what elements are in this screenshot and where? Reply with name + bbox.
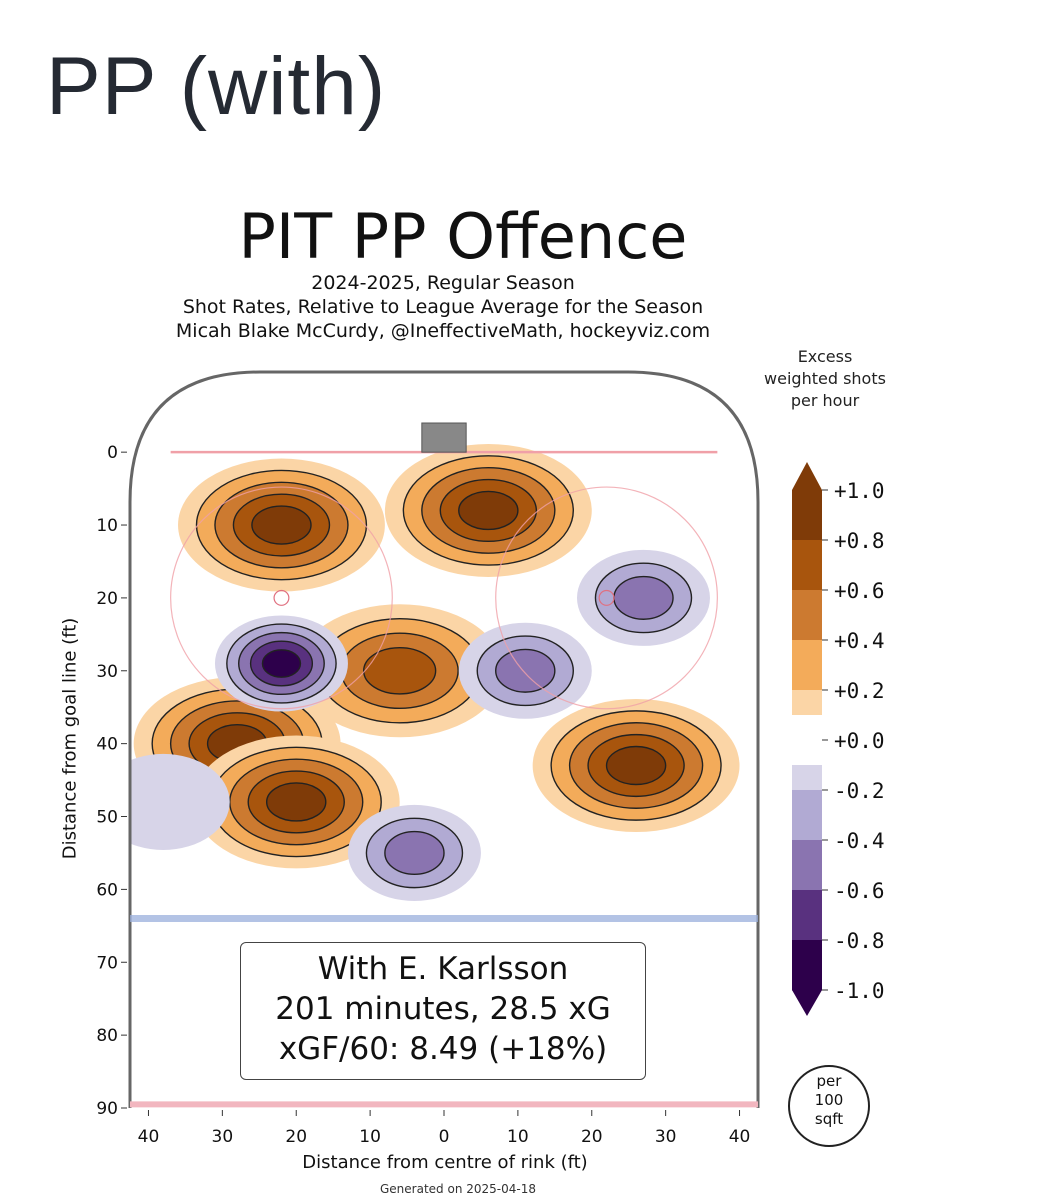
y-tick-label: 0: [107, 443, 118, 463]
colorbar-tick-label: -0.2: [834, 779, 885, 803]
units-badge-line: sqft: [814, 1110, 844, 1128]
contour-band: [605, 745, 667, 786]
summary-box: With E. Karlsson 201 minutes, 28.5 xG xG…: [240, 942, 646, 1080]
hotspot: [384, 443, 592, 577]
hotspot: [347, 804, 481, 901]
colorbar-extend-top: [792, 462, 822, 490]
contour-band: [265, 782, 327, 822]
colorbar-band: [792, 840, 822, 891]
contour-band: [261, 649, 302, 678]
colorbar-band: [792, 640, 822, 691]
colorbar-title-line: Excess: [797, 347, 853, 366]
colorbar-title: Excess weighted shots per hour: [740, 346, 910, 412]
y-tick-label: 80: [96, 1026, 118, 1046]
y-tick-label: 30: [96, 662, 118, 682]
x-tick-label: 30: [655, 1127, 677, 1147]
contour-band: [130, 753, 230, 850]
faceoff-dot: [273, 589, 290, 606]
units-badge-line: 100: [814, 1091, 844, 1109]
y-tick-label: 90: [96, 1099, 118, 1119]
colorbar-tick-label: -0.8: [834, 929, 885, 953]
colorbar-band: [792, 540, 822, 591]
y-axis-label: Distance from goal line (ft): [59, 617, 81, 860]
colorbar-extend-bottom: [792, 990, 822, 1016]
contour-band: [495, 648, 556, 693]
hotspot: [214, 615, 348, 712]
generated-date: Generated on 2025-04-18: [380, 1182, 536, 1196]
faceoff-circle: [495, 486, 718, 710]
x-tick-label: 20: [285, 1127, 307, 1147]
summary-minutes-xg: 201 minutes, 28.5 xG: [275, 991, 611, 1027]
colorbar-tick-label: +0.2: [834, 679, 885, 703]
colorbar-title-line: per hour: [790, 391, 860, 410]
colorbar-title-line: weighted shots: [764, 369, 886, 388]
colorbar-tick-label: -1.0: [834, 979, 885, 1003]
contour-band: [251, 505, 312, 545]
colorbar-tick-label: +0.8: [834, 529, 885, 553]
contour-band: [362, 646, 437, 695]
colorbar-band-zero: [792, 715, 822, 765]
x-tick-label: 0: [439, 1127, 450, 1147]
goal-net: [421, 422, 467, 453]
y-tick-label: 20: [96, 589, 118, 609]
x-tick-label: 40: [729, 1127, 751, 1147]
units-badge-line: per: [816, 1072, 842, 1090]
hotspot: [178, 458, 385, 592]
units-badge: per 100 sqft: [788, 1065, 870, 1147]
chart-subtitle-season: 2024-2025, Regular Season: [311, 272, 575, 294]
colorbar-band: [792, 590, 822, 641]
colorbar-band: [792, 890, 822, 941]
y-tick-label: 60: [96, 880, 118, 900]
x-tick-label: 10: [359, 1127, 381, 1147]
summary-player: With E. Karlsson: [317, 951, 569, 987]
summary-xgf60: xGF/60: 8.49 (+18%): [278, 1031, 608, 1067]
chart-title: PIT PP Offence: [238, 200, 688, 273]
faceoff-dot: [598, 589, 615, 606]
hotspot: [458, 622, 592, 719]
chart-subtitle-author: Micah Blake McCurdy, @IneffectiveMath, h…: [175, 320, 711, 342]
faceoff-circle: [170, 486, 393, 710]
y-tick-label: 10: [96, 516, 118, 536]
hotspot: [532, 699, 740, 832]
contour-band: [458, 490, 519, 531]
x-tick-label: 10: [507, 1127, 529, 1147]
x-tick-label: 20: [581, 1127, 603, 1147]
page-heading: PP (with): [46, 41, 387, 132]
x-tick-label: 40: [138, 1127, 160, 1147]
colorbar-band: [792, 790, 822, 841]
hotspot: [130, 753, 230, 850]
x-axis-label: Distance from centre of rink (ft): [302, 1152, 588, 1173]
colorbar-tick-label: +1.0: [834, 479, 885, 503]
colorbar-band: [792, 940, 822, 991]
y-tick-label: 70: [96, 953, 118, 973]
contour-band: [384, 830, 445, 875]
chart-subtitle-metric: Shot Rates, Relative to League Average f…: [182, 296, 704, 318]
colorbar-tick-label: +0.0: [834, 729, 885, 753]
rink-boards: [128, 370, 760, 1108]
colorbar-tick-label: +0.6: [834, 579, 885, 603]
y-tick-label: 40: [96, 735, 118, 755]
contour-band: [613, 575, 674, 620]
colorbar-band: [792, 490, 822, 541]
hotspot: [576, 549, 710, 646]
colorbar-tick-label: -0.6: [834, 879, 885, 903]
y-tick-label: 50: [96, 808, 118, 828]
x-tick-label: 30: [212, 1127, 234, 1147]
colorbar-tick-label: -0.4: [834, 829, 885, 853]
hotspot: [192, 735, 400, 869]
hotspot: [296, 604, 504, 738]
colorbar-tick-label: +0.4: [834, 629, 885, 653]
